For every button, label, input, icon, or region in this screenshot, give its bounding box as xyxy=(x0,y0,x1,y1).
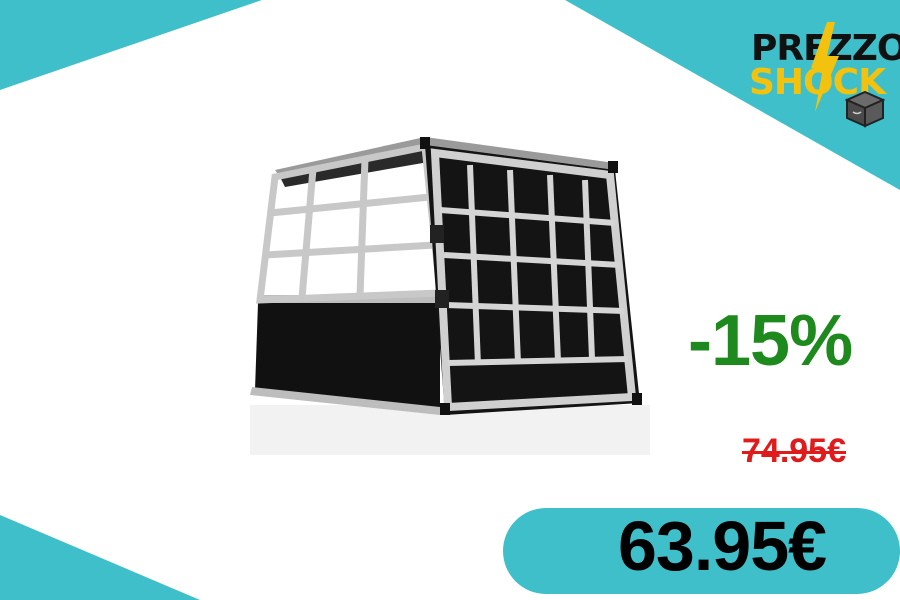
lightning-bolt-icon xyxy=(811,22,839,112)
new-price: 63.95€ xyxy=(618,507,827,585)
prezzo-shock-logo: PREZZO SHOCK xyxy=(745,22,900,132)
aluminum-dog-crate-image xyxy=(250,137,650,455)
discount-percentage: -15% xyxy=(688,301,853,381)
old-price: 74.95€ xyxy=(742,432,846,470)
package-box-icon xyxy=(845,90,885,128)
price-pill-background xyxy=(503,508,900,594)
